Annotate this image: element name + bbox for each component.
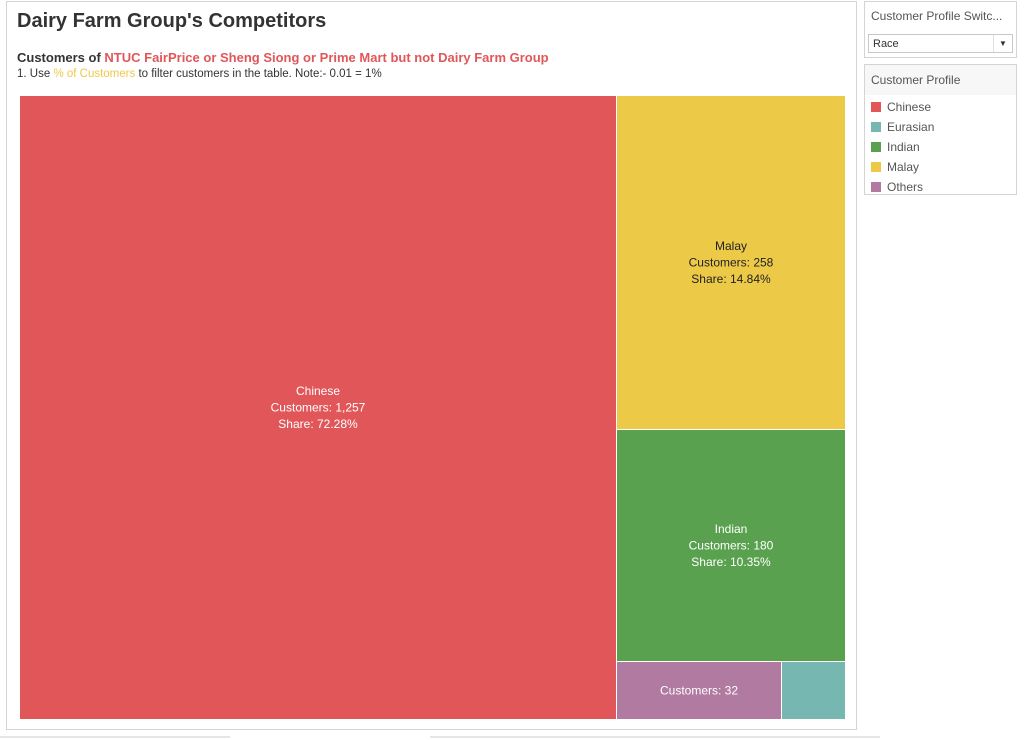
legend-swatch <box>871 162 881 172</box>
treemap-tile-indian[interactable] <box>617 430 845 661</box>
legend-label: Eurasian <box>887 120 935 134</box>
legend-item-indian[interactable]: Indian <box>871 137 934 157</box>
customer-profile-legend: Customer Profile Chinese Eurasian Indian Ma… <box>864 64 1017 195</box>
race-dropdown[interactable]: Race ▼ <box>868 34 1013 53</box>
subtitle-prefix: Customers of <box>17 50 105 65</box>
treemap-tile-malay[interactable] <box>617 96 845 429</box>
legend-label: Indian <box>887 140 920 154</box>
bottom-tab-strip <box>0 736 1024 740</box>
legend-item-eurasian[interactable]: Eurasian <box>871 117 934 137</box>
treemap-chart: Chinese Customers: 1,257 Share: 72.28% Mala… <box>20 96 845 719</box>
note-prefix: 1. Use <box>17 68 54 80</box>
legend-swatch <box>871 102 881 112</box>
legend-item-malay[interactable]: Malay <box>871 157 934 177</box>
tile-label-chinese: Share: 72.28% <box>278 417 358 431</box>
tile-label-indian: Share: 10.35% <box>691 555 771 569</box>
dashboard-subtitle: Customers of NTUC FairPrice or Sheng Sio… <box>17 50 549 65</box>
dashboard-title: Dairy Farm Group's Competitors <box>17 10 327 32</box>
legend-label: Chinese <box>887 100 932 114</box>
legend-item-chinese[interactable]: Chinese <box>871 97 934 117</box>
tile-label-indian: Customers: 180 <box>689 539 774 553</box>
switcher-title: Customer Profile Switc... <box>871 9 1003 23</box>
tile-label-malay: Share: 14.84% <box>691 272 771 286</box>
treemap-tile-eurasian[interactable] <box>782 662 845 719</box>
legend-item-others[interactable]: Others <box>871 177 934 197</box>
legend-label: Others <box>887 180 924 194</box>
tile-label-malay: Malay <box>715 239 747 253</box>
dropdown-value: Race <box>873 38 899 50</box>
tile-label-indian: Indian <box>715 522 748 536</box>
tab-divider <box>430 736 880 738</box>
note-highlight[interactable]: % of Customers <box>53 68 136 80</box>
note-suffix: to filter customers in the table. Note:-… <box>135 68 382 80</box>
legend-swatch <box>871 122 881 132</box>
tile-label-malay: Customers: 258 <box>689 256 774 270</box>
customer-profile-switcher: Customer Profile Switc... Race ▼ <box>864 1 1017 58</box>
legend-label: Malay <box>887 160 920 174</box>
tile-label-chinese: Chinese <box>296 384 340 398</box>
legend-swatch <box>871 182 881 192</box>
tile-label-others: Customers: 32 <box>660 684 738 698</box>
filter-note: 1. Use % of Customers to filter customer… <box>17 68 382 80</box>
treemap-tile-others[interactable] <box>617 662 781 719</box>
tab-divider <box>0 736 230 738</box>
tile-label-chinese: Customers: 1,257 <box>271 401 366 415</box>
legend-list: Chinese Eurasian Indian Malay Others <box>871 97 934 197</box>
dropdown-arrow-icon[interactable]: ▼ <box>993 35 1012 52</box>
legend-swatch <box>871 142 881 152</box>
subtitle-highlight: NTUC FairPrice or Sheng Siong or Prime M… <box>104 50 549 65</box>
treemap-tile-chinese[interactable] <box>20 96 616 719</box>
legend-title: Customer Profile <box>865 65 1016 95</box>
